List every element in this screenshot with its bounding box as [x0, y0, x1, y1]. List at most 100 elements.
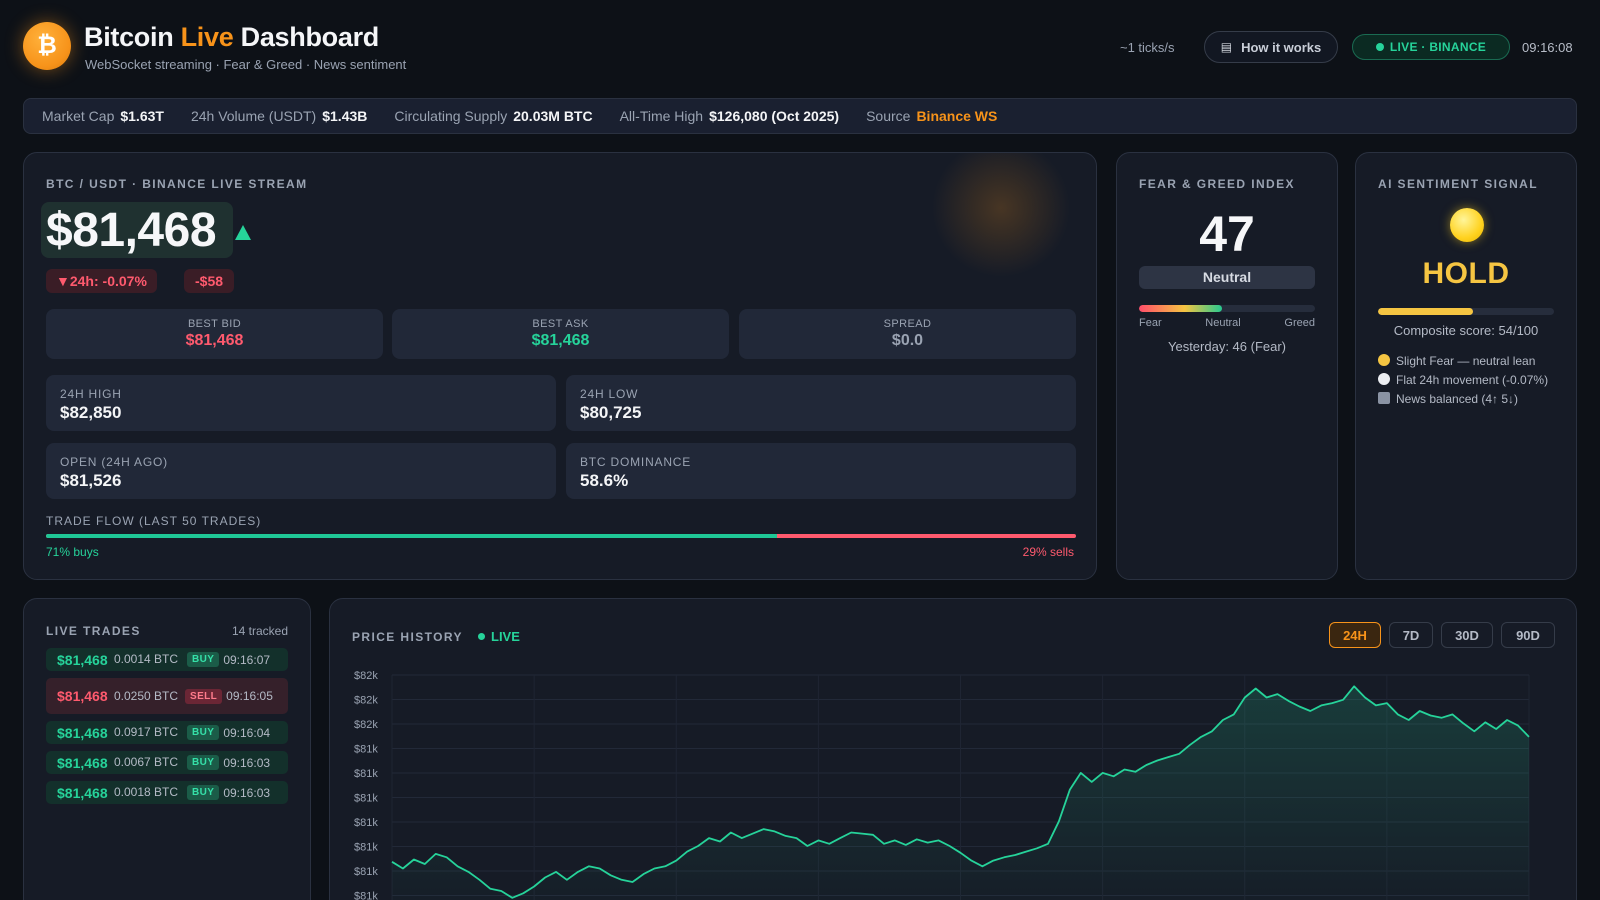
best-bid-tile: BEST BID $81,468	[46, 309, 383, 359]
trade-price: $81,468	[57, 724, 108, 741]
stat-value: $1.43B	[322, 108, 368, 124]
chart-y-tick-label: $81k	[354, 744, 378, 756]
trade-price: $81,468	[57, 754, 108, 771]
ai-signal: HOLD	[1422, 257, 1510, 290]
stat-volume: 24h Volume (USDT) $1.43B	[191, 108, 367, 124]
ai-reason-text: Flat 24h movement (-0.07%)	[1396, 373, 1549, 387]
trade-side-badge: BUY	[187, 755, 220, 770]
ai-sentiment-title: AI SENTIMENT SIGNAL	[1378, 177, 1538, 191]
stat-label: Circulating Supply	[394, 108, 508, 124]
spread-tile: SPREAD $0.0	[739, 309, 1076, 359]
chart-y-tick-label: $82k	[354, 670, 378, 682]
live-dot-icon	[478, 633, 485, 640]
trade-time: 09:16:04	[223, 725, 271, 740]
scale-neutral-label: Neutral	[1205, 317, 1241, 329]
trade-row: $81,468 0.0014 BTC BUY 09:16:07	[46, 648, 288, 671]
stat-value: 20.03M BTC	[513, 108, 593, 124]
best-ask-label: BEST ASK	[532, 318, 589, 330]
trade-row: $81,468 0.0018 BTC BUY 09:16:03	[46, 781, 288, 804]
change-abs-badge: -$58	[184, 269, 235, 293]
fear-greed-gauge-fill	[1139, 305, 1222, 312]
ai-score-bar	[1378, 308, 1554, 315]
spread-value: $0.0	[891, 332, 924, 349]
history-live-indicator: LIVE	[478, 629, 520, 644]
trade-qty: 0.0250 BTC	[114, 688, 179, 703]
best-bid-label: BEST BID	[187, 318, 242, 330]
price-card: BTC / USDT · BINANCE LIVE STREAM $81,468…	[23, 152, 1097, 580]
stat-label: Market Cap	[42, 108, 115, 124]
trade-qty: 0.0067 BTC	[114, 755, 179, 769]
ai-score-fill	[1378, 308, 1474, 315]
book-icon: ▤	[1220, 40, 1233, 54]
app-title: Bitcoin Live Dashboard	[84, 22, 379, 53]
open-24h-label: OPEN (24H AGO)	[60, 455, 168, 469]
trade-price: $81,468	[57, 651, 108, 668]
spread-label: SPREAD	[883, 318, 932, 330]
up-arrow-icon	[235, 225, 251, 240]
trade-qty: 0.0917 BTC	[114, 725, 179, 739]
trade-flow-label: TRADE FLOW (LAST 50 TRADES)	[46, 514, 262, 528]
open-24h-value: $81,526	[60, 471, 122, 490]
high-24h-value: $82,850	[60, 403, 122, 422]
trade-flow-sells: 29% sells	[1022, 545, 1074, 559]
white-circle-icon	[1378, 373, 1390, 385]
price-highlight	[41, 202, 233, 258]
stat-source: Source Binance WS	[866, 108, 997, 124]
clock: 09:16:08	[1522, 40, 1573, 55]
fear-greed-gauge	[1139, 305, 1315, 312]
ai-composite-score: Composite score: 54/100	[1393, 323, 1539, 338]
ai-reason-text: Slight Fear — neutral lean	[1396, 354, 1536, 368]
best-bid-value: $81,468	[185, 332, 244, 349]
range-button-24h[interactable]: 24H	[1329, 622, 1381, 648]
open-24h-tile: OPEN (24H AGO) $81,526	[46, 443, 556, 499]
trade-side-badge: BUY	[187, 785, 220, 800]
chart-y-tick-label: $82k	[354, 695, 378, 707]
range-button-90d[interactable]: 90D	[1501, 622, 1555, 648]
best-ask-tile: BEST ASK $81,468	[392, 309, 729, 359]
trade-row: $81,468 0.0917 BTC BUY 09:16:04	[46, 721, 288, 744]
chart-y-tick-label: $81k	[354, 891, 378, 900]
ai-reason-text: News balanced (4↑ 5↓)	[1396, 392, 1519, 406]
app-title-accent: Live	[180, 22, 234, 52]
range-button-7d[interactable]: 7D	[1389, 622, 1433, 648]
stat-value: $126,080 (Oct 2025)	[709, 108, 840, 124]
ai-reason-item: Flat 24h movement (-0.07%)	[1378, 371, 1560, 390]
chart-area	[392, 686, 1529, 900]
low-24h-tile: 24H LOW $80,725	[566, 375, 1076, 431]
trade-time: 09:16:07	[223, 652, 271, 667]
fear-greed-title: FEAR & GREED INDEX	[1139, 177, 1295, 191]
chart-y-tick-label: $81k	[354, 817, 378, 829]
tick-rate: ~1 ticks/s	[1120, 40, 1175, 55]
app-title-suffix: Dashboard	[233, 22, 380, 52]
trade-row: $81,468 0.0067 BTC BUY 09:16:03	[46, 751, 288, 774]
trade-row: $81,468 0.0250 BTC SELL 09:16:05	[46, 678, 288, 714]
change-24h-badge: ▼24h: -0.07%	[46, 269, 157, 293]
trade-price: $81,468	[57, 784, 108, 801]
stat-value: Binance WS	[916, 108, 998, 124]
how-it-works-button[interactable]: ▤ How it works	[1204, 31, 1338, 63]
slight-fear-emoji-icon	[1378, 354, 1390, 366]
scale-greed-label: Greed	[1284, 317, 1315, 329]
scale-fear-label: Fear	[1139, 317, 1162, 329]
high-24h-tile: 24H HIGH $82,850	[46, 375, 556, 431]
trade-time: 09:16:03	[223, 755, 271, 770]
bitcoin-logo-icon: ₿	[23, 22, 71, 70]
current-price: $81,468	[46, 204, 217, 257]
dominance-label: BTC DOMINANCE	[580, 455, 692, 469]
price-history-chart: $82k $82k $82k $81k $81k $81k $81k $81k $81k $81k	[354, 670, 1530, 900]
fear-greed-scale: Fear Neutral Greed	[1139, 317, 1315, 329]
range-button-30d[interactable]: 30D	[1441, 622, 1493, 648]
trades-count: 14 tracked	[231, 624, 288, 638]
ai-sentiment-card: AI SENTIMENT SIGNAL HOLD Composite score…	[1355, 152, 1577, 580]
live-trades-card: LIVE TRADES 14 tracked $81,468 0.0014 BT…	[23, 598, 311, 900]
dominance-value: 58.6%	[580, 471, 629, 490]
yellow-circle-icon	[1450, 208, 1484, 242]
chart-y-tick-label: $82k	[354, 719, 378, 731]
trade-side-badge: BUY	[187, 725, 220, 740]
low-24h-value: $80,725	[580, 403, 642, 422]
fear-greed-yesterday: Yesterday: 46 (Fear)	[1167, 339, 1287, 354]
price-history-title: PRICE HISTORY	[352, 630, 463, 644]
chart-y-tick-label: $81k	[354, 793, 378, 805]
market-stats-bar: Market Cap $1.63T 24h Volume (USDT) $1.43B…	[23, 98, 1577, 134]
dominance-tile: BTC DOMINANCE 58.6%	[566, 443, 1076, 499]
